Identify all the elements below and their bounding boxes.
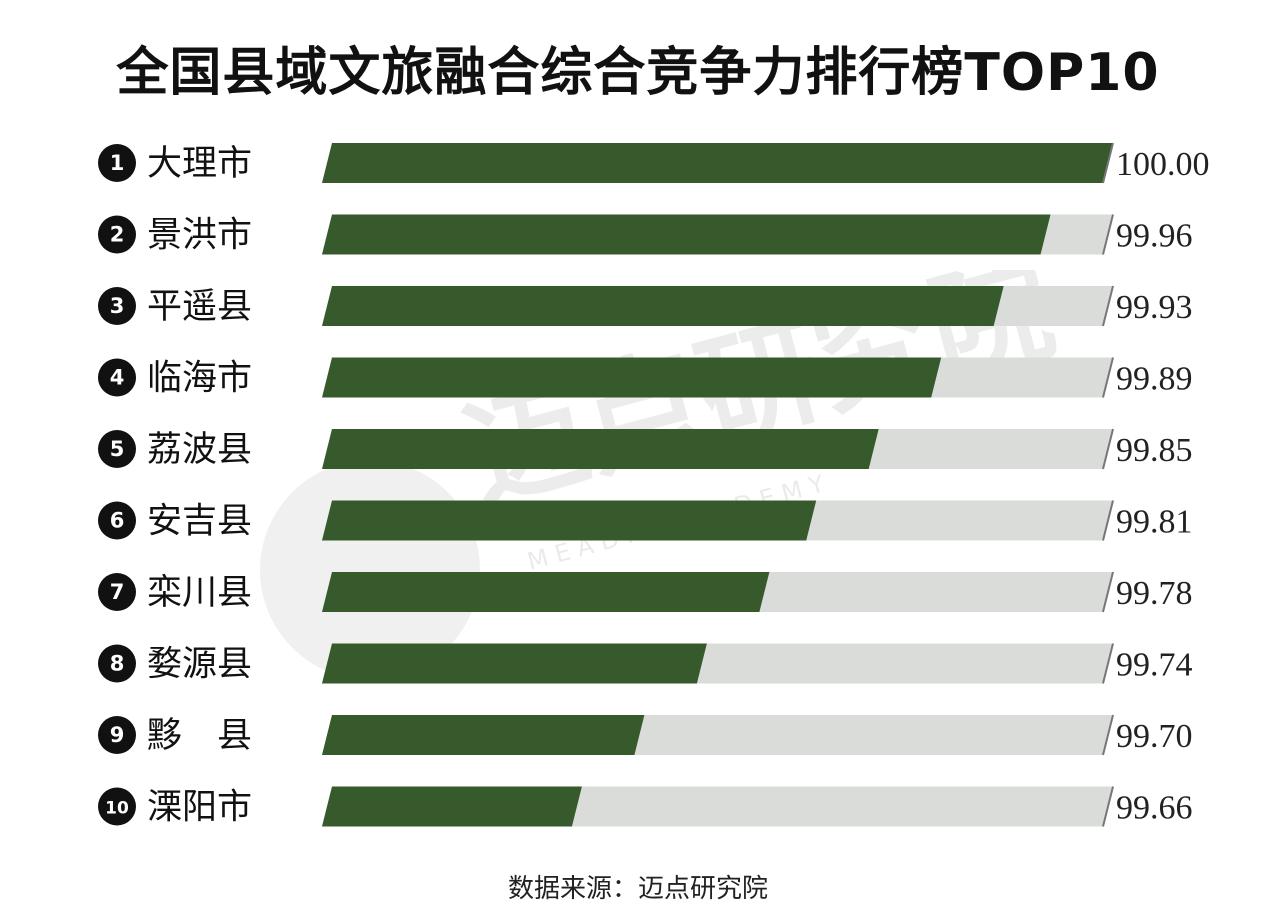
bar <box>322 786 582 827</box>
bar <box>322 572 770 612</box>
chart-row: 8 婺源县 99.74 <box>98 643 1193 685</box>
rank-number: 3 <box>110 294 125 318</box>
value-label: 99.74 <box>1116 647 1193 684</box>
rank-number: 1 <box>110 151 125 175</box>
rank-number: 8 <box>110 652 125 676</box>
rank-number: 6 <box>110 509 125 533</box>
bar-end-edge <box>1102 428 1114 470</box>
rank-number: 2 <box>110 223 125 247</box>
rank-number: 10 <box>105 799 129 819</box>
value-label: 99.81 <box>1116 504 1193 541</box>
chart-row: 1 大理市 100.00 <box>98 142 1210 184</box>
category-label: 荔波县 <box>147 430 252 470</box>
value-label: 99.93 <box>1116 289 1193 326</box>
bar <box>322 286 1004 326</box>
bar-end-edge <box>1102 142 1114 184</box>
chart-row: 9 黟 县 99.70 <box>98 714 1193 756</box>
category-label: 溧阳市 <box>147 788 252 828</box>
value-label: 99.66 <box>1116 790 1193 827</box>
rank-badge <box>98 501 136 540</box>
category-label: 临海市 <box>147 359 252 399</box>
chart-row: 4 临海市 99.89 <box>98 357 1193 399</box>
chart-row: 3 平遥县 99.93 <box>98 285 1193 327</box>
ranking-chart: 1 大理市 100.00 2 景洪市 99.96 3 平遥县 99.93 4 临海市 99.89 5 荔波… <box>98 142 1210 828</box>
chart-row: 7 栾川县 99.78 <box>98 571 1193 613</box>
bar <box>322 715 645 755</box>
bar-end-edge <box>1102 714 1114 756</box>
bar-end-edge <box>1102 357 1114 398</box>
rank-number: 5 <box>110 437 125 461</box>
bar-end-edge <box>1102 643 1114 684</box>
chart-row: 2 景洪市 99.96 <box>98 214 1193 256</box>
rank-number: 9 <box>110 723 125 747</box>
category-label: 景洪市 <box>147 216 252 256</box>
bar <box>322 357 942 398</box>
bar-end-edge <box>1102 786 1114 827</box>
bar <box>322 643 707 684</box>
category-label: 大理市 <box>147 144 252 184</box>
bar-end-edge <box>1102 571 1114 613</box>
rank-number: 4 <box>110 366 125 390</box>
value-label: 99.70 <box>1116 718 1193 755</box>
data-source-note: 数据来源：迈点研究院 <box>507 874 768 904</box>
bar <box>322 429 879 469</box>
chart-title: 全国县域文旅融合综合竞争力排行榜TOP10 <box>116 43 1160 103</box>
rank-badge <box>98 358 136 397</box>
rank-badge <box>98 573 136 611</box>
value-label: 99.78 <box>1116 575 1193 612</box>
category-label: 栾川县 <box>147 573 252 613</box>
rank-badge <box>98 644 136 683</box>
rank-badge <box>98 716 136 754</box>
bar <box>322 214 1051 255</box>
rank-badge <box>98 287 136 325</box>
bar <box>322 500 817 541</box>
rank-number: 7 <box>110 580 125 604</box>
rank-badge <box>98 215 136 254</box>
chart-row: 5 荔波县 99.85 <box>98 428 1193 470</box>
rank-badge <box>98 787 136 826</box>
bar-end-edge <box>1102 214 1114 255</box>
rank-badge <box>98 144 136 182</box>
chart-row: 6 安吉县 99.81 <box>98 500 1193 542</box>
bar <box>322 143 1113 183</box>
category-label: 黟 县 <box>147 716 252 756</box>
bar-end-edge <box>1102 285 1114 327</box>
category-label: 婺源县 <box>147 645 252 685</box>
value-label: 99.96 <box>1116 218 1193 255</box>
value-label: 100.00 <box>1116 146 1210 183</box>
value-label: 99.89 <box>1116 361 1193 398</box>
chart-row: 10 溧阳市 99.66 <box>98 786 1193 828</box>
category-label: 安吉县 <box>147 502 252 542</box>
category-label: 平遥县 <box>147 287 252 327</box>
rank-badge <box>98 430 136 468</box>
value-label: 99.85 <box>1116 432 1193 469</box>
bar-end-edge <box>1102 500 1114 541</box>
